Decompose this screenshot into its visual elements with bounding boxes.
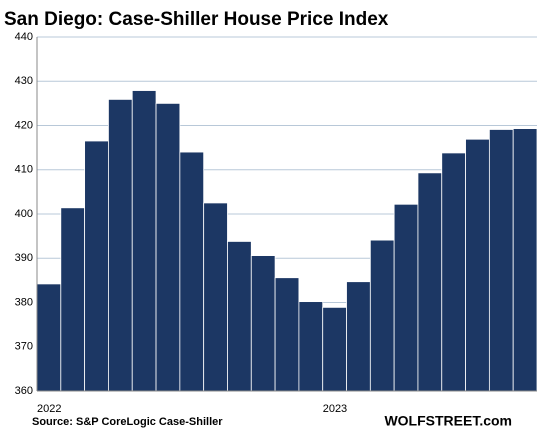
x-tick-label: 2023 [323,403,347,415]
bar [227,241,252,392]
y-tick-label: 390 [15,252,33,264]
bar [60,207,86,392]
y-tick-label: 430 [15,75,33,87]
bar [36,283,62,392]
bar [322,306,347,392]
bar [84,140,109,392]
bar [369,239,395,392]
bar [155,102,181,392]
bar [203,202,228,392]
bar [179,151,205,392]
chart-title: San Diego: Case-Shiller House Price Inde… [4,9,389,30]
watermark: WOLFSTREET.com [384,413,512,429]
bar [346,281,371,392]
bar [250,255,276,392]
source: Source: S&P CoreLogic Case-Shiller [32,416,223,428]
y-tick-label: 400 [15,208,33,220]
y-tick-label: 440 [15,31,33,43]
y-tick-label: 380 [15,296,33,308]
bar [417,172,443,392]
bar [465,138,490,392]
bar [512,128,538,392]
y-tick-label: 370 [15,341,33,353]
bar [441,152,466,392]
bar [393,203,419,392]
bar [131,90,157,392]
y-tick-label: 410 [15,164,33,176]
x-tick-label: 2022 [37,403,61,415]
bar [108,98,133,392]
bar [488,129,514,392]
bar [298,301,324,392]
y-tick-label: 420 [15,119,33,131]
y-tick-label: 360 [15,385,33,397]
bar [274,277,300,392]
